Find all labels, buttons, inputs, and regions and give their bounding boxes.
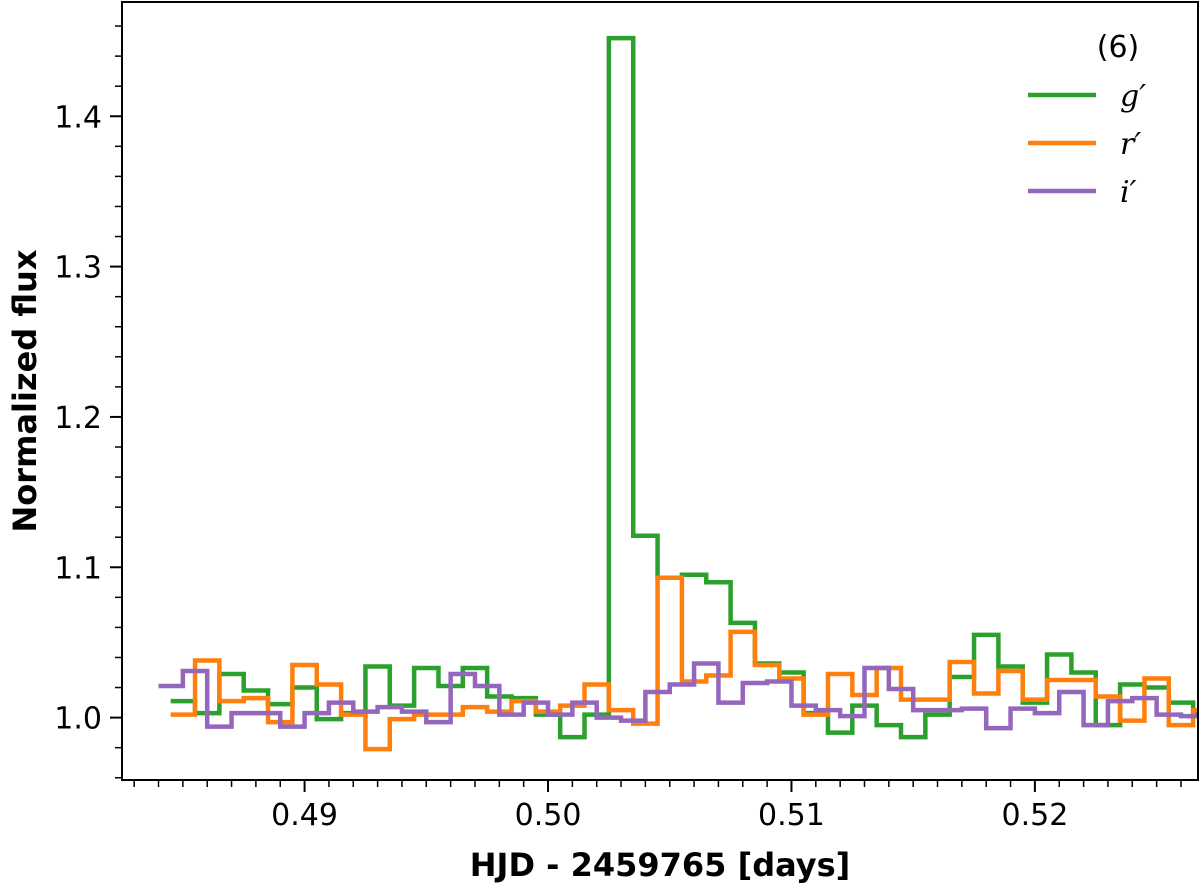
legend-label: r′ — [1120, 127, 1141, 162]
y-tick-label: 1.2 — [54, 401, 102, 436]
x-tick-label: 0.52 — [1001, 798, 1068, 833]
legend: (6) g′ r′ i′ — [1028, 30, 1146, 210]
x-tick-label: 0.50 — [515, 798, 582, 833]
y-axis-title: Normalized flux — [6, 249, 44, 532]
series-layer — [158, 35, 1198, 752]
x-axis-title: HJD - 2459765 [days] — [470, 846, 850, 884]
legend-title: (6) — [1097, 30, 1140, 65]
legend-label: g′ — [1120, 79, 1146, 114]
y-tick-label: 1.1 — [54, 551, 102, 586]
series-line-i — [158, 661, 1198, 731]
y-tick-label: 1.4 — [54, 100, 102, 135]
y-tick-label: 1.0 — [54, 702, 102, 737]
x-tick-label: 0.49 — [271, 798, 338, 833]
legend-label: i′ — [1120, 175, 1137, 210]
y-tick-label: 1.3 — [54, 251, 102, 286]
ticks-layer: 0.49 0.50 0.51 0.52 1.0 1.1 1.2 1.3 1.4 — [54, 25, 1182, 833]
series-line-r — [170, 575, 1198, 752]
series-line-g — [170, 35, 1198, 740]
x-tick-label: 0.51 — [758, 798, 825, 833]
plot-frame — [121, 1, 1199, 781]
